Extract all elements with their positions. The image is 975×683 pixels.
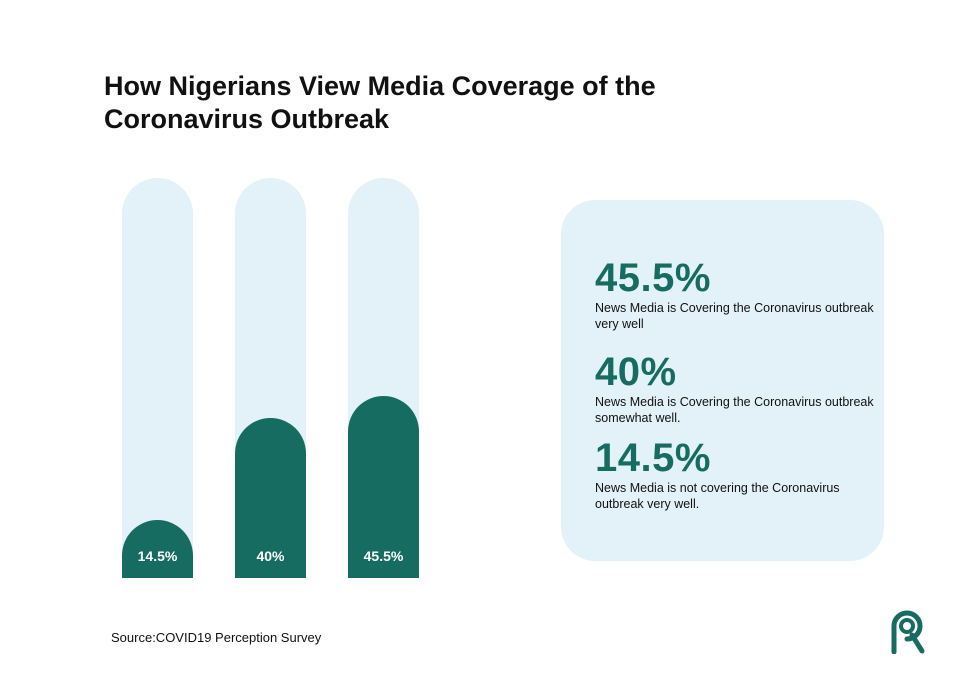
bar-value-label: 45.5% (363, 548, 404, 564)
bar-chart: 14.5% 40% 45.5% (122, 178, 422, 578)
bar-track: 45.5% (348, 178, 419, 578)
chart-title: How Nigerians View Media Coverage of the… (104, 71, 656, 134)
bar: 45.5% (348, 396, 419, 578)
stat-item: 40% News Media is Covering the Coronavir… (595, 352, 875, 426)
magnifier-r-logo-icon (891, 610, 925, 654)
stat-value: 14.5% (595, 436, 711, 480)
bar-value-label: 14.5% (137, 548, 178, 564)
bar: 40% (235, 418, 306, 578)
stat-value: 45.5% (595, 256, 711, 300)
stats-card: 45.5% News Media is Covering the Coronav… (561, 200, 884, 561)
stat-description: News Media is not covering the Coronavir… (595, 481, 840, 511)
source-note: Source:COVID19 Perception Survey (111, 630, 322, 645)
stat-description: News Media is Covering the Coronavirus o… (595, 301, 874, 331)
bar-track: 40% (235, 178, 306, 578)
stat-item: 14.5% News Media is not covering the Cor… (595, 438, 875, 512)
stat-description: News Media is Covering the Coronavirus o… (595, 395, 874, 425)
bar-track: 14.5% (122, 178, 193, 578)
stat-item: 45.5% News Media is Covering the Coronav… (595, 258, 875, 332)
stat-value: 40% (595, 350, 677, 394)
bar: 14.5% (122, 520, 193, 578)
bar-value-label: 40% (256, 548, 285, 564)
